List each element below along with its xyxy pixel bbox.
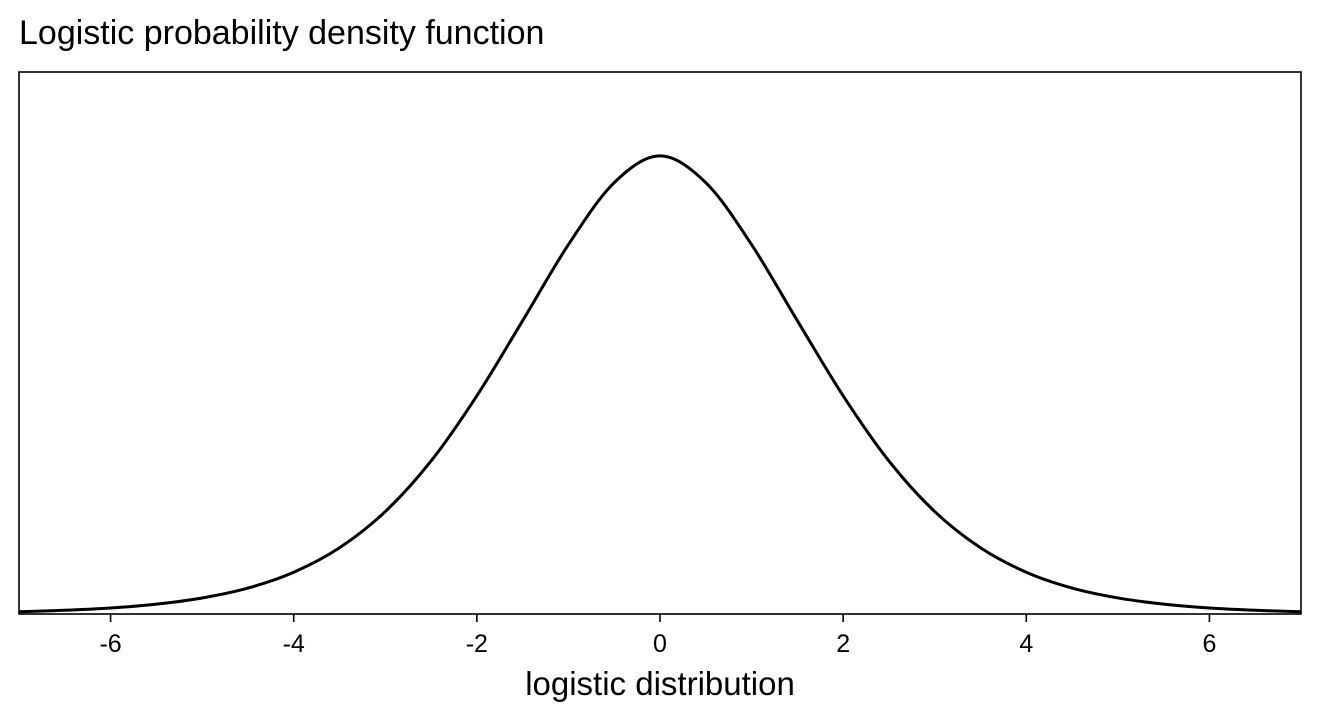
x-axis-ticks: -6 -4 -2 0 2 4 6: [99, 614, 1216, 658]
x-tick-label: 6: [1202, 630, 1216, 658]
series-group: [18, 154, 1302, 614]
x-tick-label: 4: [1019, 630, 1033, 658]
x-axis-label: logistic distribution: [525, 665, 795, 702]
x-tick-label: 2: [836, 630, 850, 658]
density-curve-line: [18, 154, 1302, 614]
x-tick-label: 0: [653, 630, 667, 658]
x-tick-label: -2: [466, 630, 488, 658]
plot-frame: [18, 71, 1302, 615]
chart-title: Logistic probability density function: [19, 14, 545, 52]
x-tick-label: -4: [283, 630, 305, 658]
x-tick-label: -6: [99, 630, 121, 658]
